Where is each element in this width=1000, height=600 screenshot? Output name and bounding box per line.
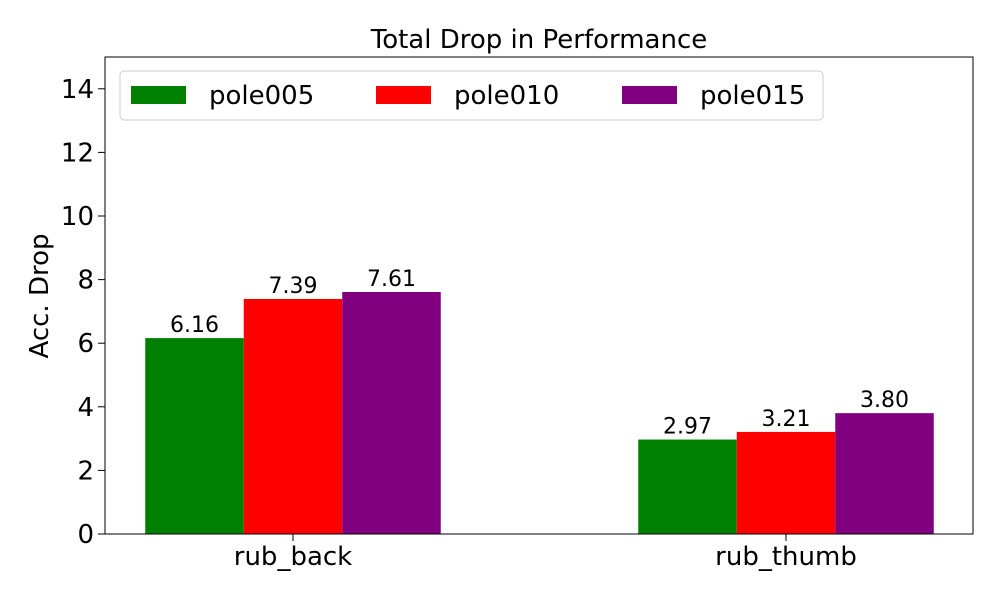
y-tick-label: 6 [77,329,94,359]
y-tick-label: 4 [77,393,94,423]
plot-frame [104,56,974,535]
legend: pole005 pole010 pole015 [119,70,824,121]
y-tick-label: 8 [77,266,94,296]
legend-swatch-pole005 [131,86,186,104]
bar-pole015-rub_thumb [835,413,934,534]
y-axis-label: Acc. Drop [25,234,55,359]
bar-pole010-rub_thumb [736,431,836,534]
bar-pole015-rub_back [342,292,441,534]
value-label: 3.80 [860,388,909,413]
bar-pole010-rub_back [243,298,343,534]
bar-pole005-rub_thumb [638,439,737,534]
value-label: 2.97 [663,415,712,440]
value-label: 6.16 [170,313,219,338]
legend-label: pole015 [700,81,805,111]
y-tick-label: 14 [61,75,94,105]
y-tick-label: 0 [77,520,94,550]
legend-label: pole005 [209,81,314,111]
y-tick-label: 2 [77,456,94,486]
value-label: 3.21 [762,407,811,432]
legend-label: pole010 [454,81,559,111]
plot-area: 6.16 2.97 7.39 3.21 7.61 3.80 0 2 4 6 8 10 12 14 rub_b… [61,56,974,572]
legend-swatch-pole015 [622,86,677,104]
legend-box [119,70,824,121]
x-tick-label: rub_back [234,542,352,572]
chart-title: Total Drop in Performance [370,25,708,55]
y-tick-label: 12 [61,138,94,168]
bar-pole005-rub_back [145,338,244,534]
value-label: 7.39 [269,274,318,299]
x-tick-label: rub_thumb [715,542,857,572]
legend-swatch-pole010 [376,86,431,104]
y-tick-label: 10 [61,202,94,232]
value-label: 7.61 [367,267,416,292]
